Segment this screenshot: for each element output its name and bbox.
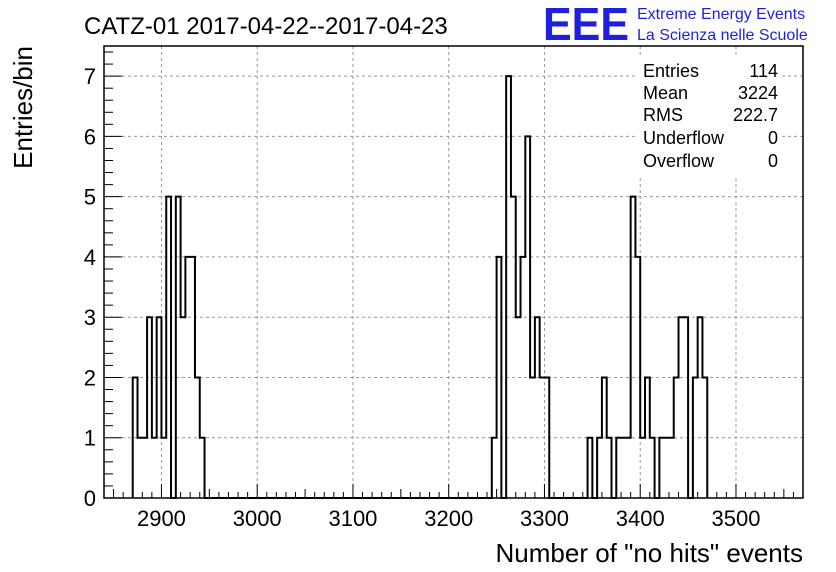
y-axis-title: Entries/bin [8, 46, 38, 169]
x-axis: 2900 3000 3100 3200 3300 3400 3500 [113, 484, 804, 531]
y-tick-label: 5 [84, 185, 96, 210]
y-tick-label: 7 [84, 64, 96, 89]
y-tick-label: 2 [84, 365, 96, 390]
stat-mean-value: 3224 [738, 83, 778, 103]
plot-frame [103, 45, 804, 499]
logo-line-2: La Scienza nelle Scuole [637, 27, 808, 44]
x-tick-label: 3300 [520, 506, 569, 531]
chart-title: CATZ-01 2017-04-22--2017-04-23 [84, 13, 448, 40]
y-tick-label: 3 [84, 305, 96, 330]
x-tick-label: 2900 [137, 506, 186, 531]
x-tick-label: 3000 [233, 506, 282, 531]
stats-box-background [636, 58, 781, 176]
x-axis-title: Number of "no hits" events [496, 538, 804, 568]
y-tick-label: 6 [84, 124, 96, 149]
histogram-series [131, 75, 709, 499]
eee-logo: EEE Extreme Energy Events La Scienza nel… [543, 0, 808, 50]
stat-underflow-value: 0 [768, 128, 778, 148]
x-tick-label: 3100 [328, 506, 377, 531]
stat-overflow-value: 0 [768, 151, 778, 171]
x-tick-label: 3200 [424, 506, 473, 531]
y-axis: 0 1 2 3 4 5 6 7 [84, 51, 122, 511]
logo-line-1: Extreme Energy Events [637, 6, 805, 23]
y-tick-label: 0 [84, 486, 96, 511]
stat-mean-label: Mean [643, 83, 688, 103]
grid-lines [104, 46, 803, 498]
stat-overflow-label: Overflow [643, 151, 715, 171]
stat-rms-value: 222.7 [733, 105, 778, 125]
eee-logo-mark: EEE [543, 0, 629, 50]
stat-rms-label: RMS [643, 105, 683, 125]
y-tick-label: 4 [84, 245, 96, 270]
stat-entries-value: 114 [749, 61, 778, 81]
x-tick-label: 3400 [616, 506, 665, 531]
stat-entries-label: Entries [643, 61, 699, 81]
stat-underflow-label: Underflow [643, 128, 725, 148]
x-tick-label: 3500 [711, 506, 760, 531]
y-tick-label: 1 [84, 426, 96, 451]
stats-box: Entries 114 Mean 3224 RMS 222.7 Underflo… [636, 58, 781, 176]
